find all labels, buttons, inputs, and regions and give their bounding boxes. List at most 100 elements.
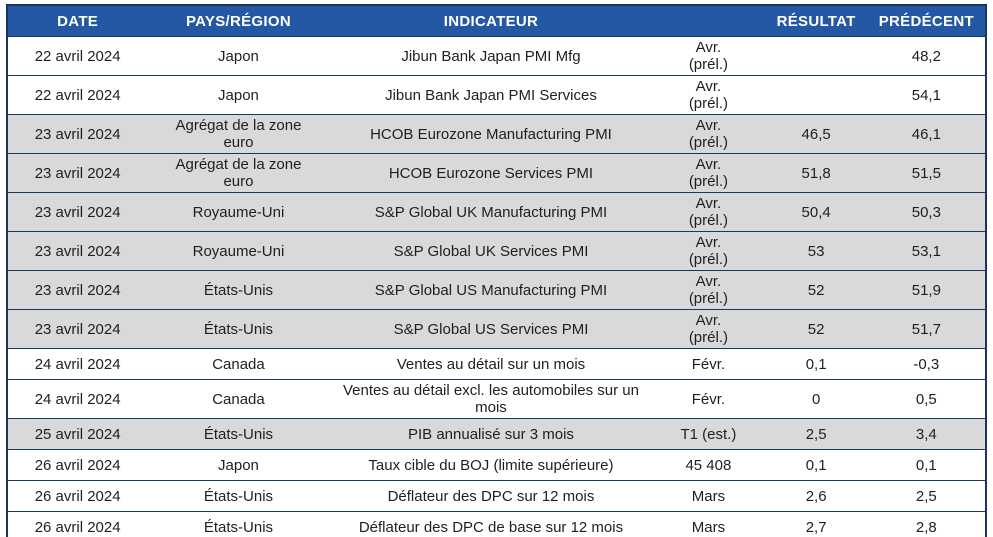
cell-result xyxy=(764,36,868,76)
cell-indicator: PIB annualisé sur 3 mois xyxy=(329,418,653,450)
cell-result: 2,5 xyxy=(764,418,868,450)
table-row: 23 avril 2024 Agrégat de la zone euro HC… xyxy=(7,153,986,193)
header-row: DATE PAYS/RÉGION INDICATEUR RÉSULTAT PRÉ… xyxy=(7,5,986,37)
table-row: 26 avril 2024 États-Unis Déflateur des D… xyxy=(7,511,986,537)
cell-region: Canada xyxy=(147,379,330,419)
cell-date: 23 avril 2024 xyxy=(7,192,148,232)
cell-previous: 0,1 xyxy=(867,449,986,481)
cell-result: 0 xyxy=(764,379,868,419)
cell-region: Agrégat de la zone euro xyxy=(147,114,330,154)
cell-date: 23 avril 2024 xyxy=(7,114,148,154)
cell-region: Japon xyxy=(147,75,330,115)
cell-previous: 51,9 xyxy=(867,270,986,310)
cell-result: 52 xyxy=(764,309,868,349)
cell-result: 50,4 xyxy=(764,192,868,232)
cell-previous: 48,2 xyxy=(867,36,986,76)
table-row: 24 avril 2024 Canada Ventes au détail su… xyxy=(7,348,986,380)
cell-date: 23 avril 2024 xyxy=(7,153,148,193)
cell-previous: 3,4 xyxy=(867,418,986,450)
cell-indicator: Jibun Bank Japan PMI Mfg xyxy=(329,36,653,76)
cell-date: 26 avril 2024 xyxy=(7,511,148,537)
cell-result: 0,1 xyxy=(764,348,868,380)
table-row: 26 avril 2024 États-Unis Déflateur des D… xyxy=(7,480,986,512)
table-row: 23 avril 2024 États-Unis S&P Global US S… xyxy=(7,309,986,349)
cell-period: Mars xyxy=(652,480,765,512)
cell-result: 46,5 xyxy=(764,114,868,154)
cell-indicator: S&P Global UK Services PMI xyxy=(329,231,653,271)
cell-indicator: HCOB Eurozone Manufacturing PMI xyxy=(329,114,653,154)
cell-period: Avr. (prél.) xyxy=(652,114,765,154)
table-row: 22 avril 2024 Japon Jibun Bank Japan PMI… xyxy=(7,75,986,115)
cell-result xyxy=(764,75,868,115)
cell-result: 52 xyxy=(764,270,868,310)
column-header-region: PAYS/RÉGION xyxy=(147,5,330,37)
cell-date: 23 avril 2024 xyxy=(7,231,148,271)
cell-previous: 2,8 xyxy=(867,511,986,537)
cell-result: 2,6 xyxy=(764,480,868,512)
cell-previous: 51,7 xyxy=(867,309,986,349)
table-row: 23 avril 2024 Royaume-Uni S&P Global UK … xyxy=(7,231,986,271)
table-row: 25 avril 2024 États-Unis PIB annualisé s… xyxy=(7,418,986,450)
cell-date: 24 avril 2024 xyxy=(7,348,148,380)
cell-period: Avr. (prél.) xyxy=(652,75,765,115)
cell-period: Mars xyxy=(652,511,765,537)
column-header-period xyxy=(652,5,765,37)
cell-period: Avr. (prél.) xyxy=(652,309,765,349)
cell-date: 23 avril 2024 xyxy=(7,309,148,349)
cell-previous: 2,5 xyxy=(867,480,986,512)
cell-date: 23 avril 2024 xyxy=(7,270,148,310)
table-header: DATE PAYS/RÉGION INDICATEUR RÉSULTAT PRÉ… xyxy=(7,5,986,37)
cell-previous: 51,5 xyxy=(867,153,986,193)
cell-indicator: Ventes au détail excl. les automobiles s… xyxy=(329,379,653,419)
table-row: 26 avril 2024 Japon Taux cible du BOJ (l… xyxy=(7,449,986,481)
column-header-previous: PRÉDÉCENT xyxy=(867,5,986,37)
cell-region: Japon xyxy=(147,36,330,76)
cell-period: Avr. (prél.) xyxy=(652,153,765,193)
cell-period: Févr. xyxy=(652,348,765,380)
cell-indicator: Taux cible du BOJ (limite supérieure) xyxy=(329,449,653,481)
cell-result: 53 xyxy=(764,231,868,271)
cell-region: Canada xyxy=(147,348,330,380)
cell-date: 26 avril 2024 xyxy=(7,480,148,512)
cell-region: États-Unis xyxy=(147,511,330,537)
cell-result: 51,8 xyxy=(764,153,868,193)
cell-region: Japon xyxy=(147,449,330,481)
cell-indicator: Déflateur des DPC sur 12 mois xyxy=(329,480,653,512)
cell-region: États-Unis xyxy=(147,480,330,512)
table-row: 23 avril 2024 Royaume-Uni S&P Global UK … xyxy=(7,192,986,232)
table-body: 22 avril 2024 Japon Jibun Bank Japan PMI… xyxy=(7,36,986,537)
cell-period: Avr. (prél.) xyxy=(652,192,765,232)
cell-date: 22 avril 2024 xyxy=(7,36,148,76)
column-header-result: RÉSULTAT xyxy=(764,5,868,37)
cell-result: 2,7 xyxy=(764,511,868,537)
cell-period: Févr. xyxy=(652,379,765,419)
cell-indicator: S&P Global US Services PMI xyxy=(329,309,653,349)
cell-indicator: S&P Global US Manufacturing PMI xyxy=(329,270,653,310)
cell-region: Royaume-Uni xyxy=(147,231,330,271)
cell-region: Royaume-Uni xyxy=(147,192,330,232)
table-row: 23 avril 2024 Agrégat de la zone euro HC… xyxy=(7,114,986,154)
cell-previous: 54,1 xyxy=(867,75,986,115)
cell-period: T1 (est.) xyxy=(652,418,765,450)
column-header-indicator: INDICATEUR xyxy=(329,5,653,37)
cell-indicator: Ventes au détail sur un mois xyxy=(329,348,653,380)
table-row: 23 avril 2024 États-Unis S&P Global US M… xyxy=(7,270,986,310)
economic-calendar-table: DATE PAYS/RÉGION INDICATEUR RÉSULTAT PRÉ… xyxy=(6,4,987,537)
cell-indicator: HCOB Eurozone Services PMI xyxy=(329,153,653,193)
cell-previous: 46,1 xyxy=(867,114,986,154)
cell-region: États-Unis xyxy=(147,418,330,450)
cell-date: 22 avril 2024 xyxy=(7,75,148,115)
table-row: 24 avril 2024 Canada Ventes au détail ex… xyxy=(7,379,986,419)
cell-period: Avr. (prél.) xyxy=(652,270,765,310)
cell-result: 0,1 xyxy=(764,449,868,481)
cell-indicator: Jibun Bank Japan PMI Services xyxy=(329,75,653,115)
cell-previous: 0,5 xyxy=(867,379,986,419)
cell-date: 26 avril 2024 xyxy=(7,449,148,481)
cell-period: Avr. (prél.) xyxy=(652,36,765,76)
cell-indicator: Déflateur des DPC de base sur 12 mois xyxy=(329,511,653,537)
cell-indicator: S&P Global UK Manufacturing PMI xyxy=(329,192,653,232)
cell-period: 45 408 xyxy=(652,449,765,481)
column-header-date: DATE xyxy=(7,5,148,37)
cell-previous: 53,1 xyxy=(867,231,986,271)
